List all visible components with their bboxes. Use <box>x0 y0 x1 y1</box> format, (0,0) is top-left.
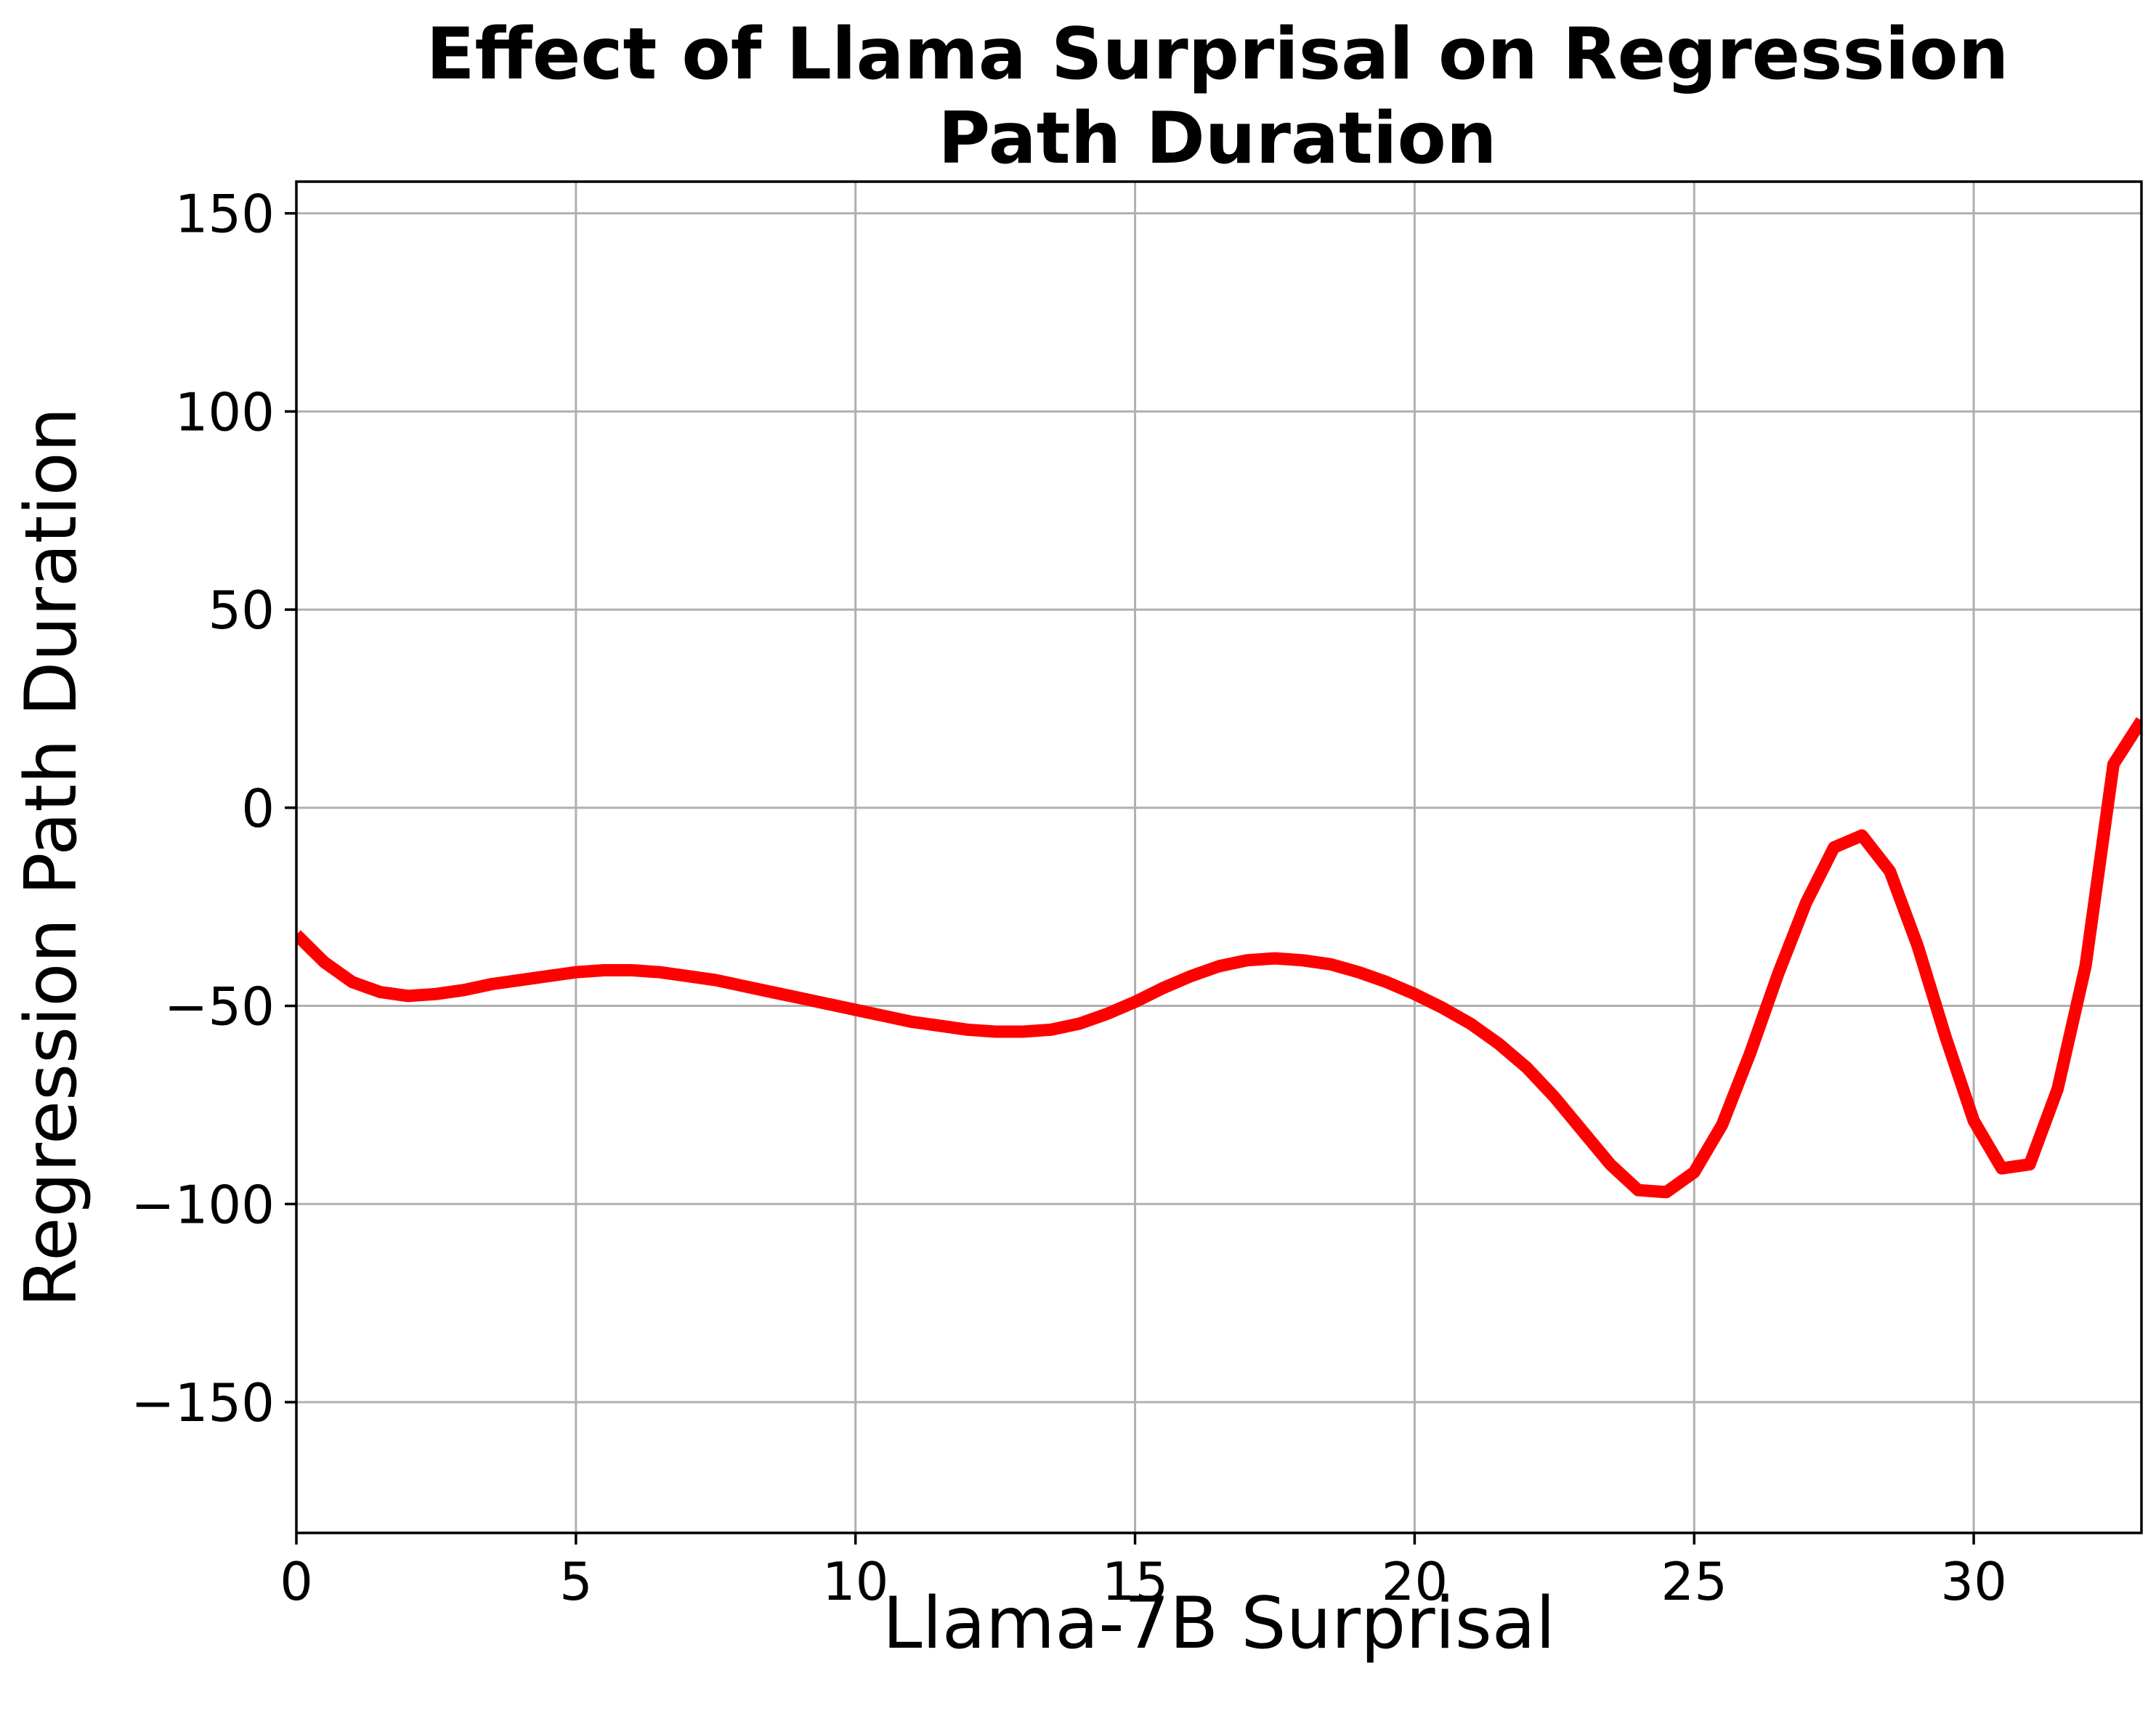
x-tick-label: 20 <box>1382 1551 1448 1612</box>
series-line <box>296 717 2141 1199</box>
y-tick-label: −50 <box>164 976 275 1037</box>
grid <box>295 182 2141 1533</box>
series-layer <box>296 717 2141 1199</box>
x-axis-label: Llama-7B Surprisal <box>883 1582 1555 1665</box>
x-tick-label: 25 <box>1661 1551 1727 1612</box>
x-tick-label: 15 <box>1102 1551 1169 1612</box>
y-tick-label: −100 <box>131 1174 275 1235</box>
chart-title-line-1: Effect of Llama Surprisal on Regression <box>426 13 2009 96</box>
x-tick-label: 0 <box>280 1551 313 1612</box>
y-tick-label: 50 <box>208 580 275 641</box>
y-tick-label: 100 <box>175 381 275 442</box>
x-tick-label: 30 <box>1940 1551 2007 1612</box>
x-tick-label: 5 <box>559 1551 593 1612</box>
y-tick-label: 150 <box>175 184 275 245</box>
y-axis-label: Regression Path Duration <box>10 407 93 1307</box>
y-tick-label: −150 <box>131 1372 275 1433</box>
x-tick-label: 10 <box>822 1551 889 1612</box>
y-tick-label: 0 <box>241 778 275 839</box>
plot-frame <box>295 180 2143 1534</box>
ticks: 0 5 10 15 20 25 30 −150 −100 −50 0 50 100 150 <box>131 184 2007 1612</box>
chart-title-line-2: Path Duration <box>938 97 1496 180</box>
